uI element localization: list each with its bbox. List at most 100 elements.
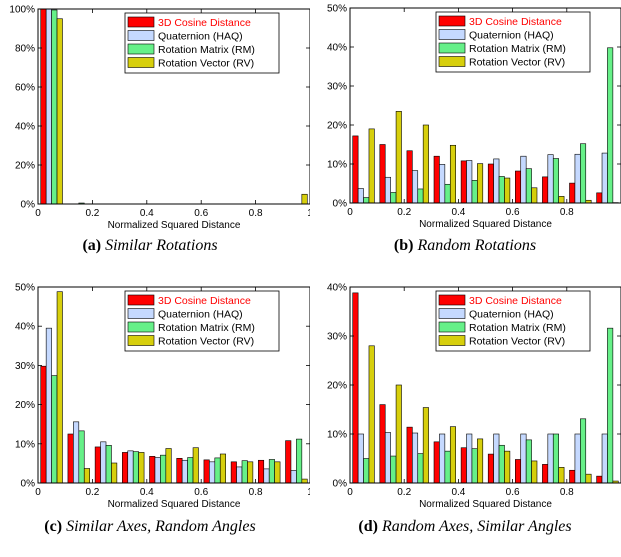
bar: [290, 470, 297, 484]
bar: [520, 433, 527, 484]
x-tick-label: 0: [347, 207, 353, 218]
y-tick-label: 40%: [327, 43, 347, 54]
bar: [236, 466, 243, 484]
bar: [40, 365, 47, 484]
bar: [395, 111, 402, 204]
y-tick-label: 0%: [21, 479, 36, 490]
bar: [601, 152, 608, 204]
bar: [444, 183, 451, 204]
legend-rv-swatch: [127, 57, 155, 68]
bar: [127, 450, 134, 484]
bar: [471, 448, 478, 484]
bar: [552, 158, 559, 204]
chart-similar-rotations: 0%20%40%60%80%100%00.20.40.60.81Normaliz…: [0, 0, 313, 240]
bar: [379, 404, 386, 484]
bar: [384, 432, 391, 484]
bar: [301, 193, 308, 205]
bar: [412, 170, 419, 204]
caption-d: (d) Random Axes, Similar Angles: [315, 518, 615, 536]
y-tick-label: 40%: [15, 122, 35, 133]
x-axis-label: Normalized Squared Distance: [419, 219, 552, 230]
y-tick-label: 10%: [327, 160, 347, 171]
bar: [525, 439, 532, 484]
x-axis-label: Normalized Squared Distance: [108, 499, 241, 510]
x-tick-label: 0.4: [140, 487, 154, 498]
x-tick-label: 0.6: [194, 208, 208, 219]
y-tick-label: 40%: [15, 322, 35, 333]
bar: [94, 446, 101, 484]
x-tick-label: 0.6: [506, 487, 520, 498]
legend-rm-swatch: [438, 321, 466, 333]
bar: [460, 447, 467, 484]
chart-svg: 0% 10% 20% 30% 40% 0 0.2 0.4 0.6 0.8 Normalized Sq…: [327, 283, 621, 510]
y-tick-label: 0%: [333, 479, 348, 490]
chart-random-axes-similar-angles: 0% 10% 20% 30% 40% 0 0.2 0.4 0.6 0.8 Normalized Sq…: [310, 278, 621, 518]
bar: [466, 160, 473, 204]
x-tick-label: 0.6: [194, 487, 208, 498]
caption-a: (a) Similar Rotations: [0, 237, 300, 255]
legend-haq-label: Quaternion (HAQ): [469, 30, 554, 42]
bar: [40, 8, 47, 205]
bar: [569, 182, 576, 204]
legend-rv-swatch: [438, 56, 466, 67]
bar: [607, 327, 614, 484]
x-tick-label: 0.2: [397, 207, 411, 218]
bar: [132, 451, 139, 484]
bar: [601, 433, 608, 484]
bar: [368, 128, 375, 204]
bar: [56, 291, 63, 484]
chart-svg: 0% 10% 20% 30% 40% 50% 0 0.2 0.4 0.6 0.8 Normalized…: [327, 4, 621, 230]
legend-haq-swatch: [127, 308, 155, 319]
caption-label: (c): [44, 518, 63, 535]
x-axis-label: Normalized Squared Distance: [108, 220, 241, 231]
caption-label: (b): [393, 237, 414, 254]
bar: [493, 158, 500, 204]
bar: [368, 345, 375, 484]
bar: [531, 187, 538, 204]
legend-cosine-swatch: [127, 294, 155, 306]
bar: [406, 150, 413, 204]
bar: [122, 452, 129, 484]
bar: [422, 124, 429, 204]
bar: [187, 457, 194, 484]
y-tick-label: 30%: [327, 82, 347, 93]
bar: [230, 461, 237, 484]
bar: [176, 458, 183, 484]
legend-cosine-swatch: [438, 294, 466, 306]
legend-rm-label: Rotation Matrix (RM): [469, 43, 566, 55]
bar: [417, 453, 424, 484]
x-tick-label: 0.6: [506, 207, 520, 218]
legend-rv-swatch: [438, 335, 466, 346]
bar: [51, 375, 58, 484]
bar: [558, 196, 565, 204]
bar: [439, 433, 446, 484]
caption-label: (d): [358, 518, 378, 535]
legend-rv-label: Rotation Vector (RV): [469, 57, 565, 69]
y-tick-label: 20%: [327, 381, 347, 392]
bar: [580, 143, 587, 204]
chart-similar-axes-random-angles: 0%10%20%30%40%50%00.20.40.60.81Normalize…: [0, 278, 313, 518]
y-tick-label: 100%: [9, 5, 35, 16]
bar: [258, 459, 265, 484]
bar: [100, 441, 107, 484]
bar: [477, 163, 484, 204]
y-tick-label: 30%: [327, 332, 347, 343]
x-tick-label: 0.8: [249, 487, 263, 498]
caption-text: Random Axes, Similar Angles: [381, 518, 572, 535]
legend-cosine-label: 3D Cosine Distance: [158, 295, 251, 307]
x-tick-label: 0.2: [397, 487, 411, 498]
legend-rv-label: Rotation Vector (RV): [158, 58, 254, 70]
x-tick-label: 0.8: [560, 487, 574, 498]
legend-haq-swatch: [438, 29, 466, 40]
bar: [493, 433, 500, 484]
bar: [209, 461, 216, 484]
bar: [520, 155, 527, 204]
bar: [363, 458, 370, 484]
bar: [181, 459, 188, 484]
y-tick-label: 20%: [15, 161, 35, 172]
axes-frame: [349, 7, 621, 204]
bar: [574, 433, 581, 484]
bar: [433, 441, 440, 484]
